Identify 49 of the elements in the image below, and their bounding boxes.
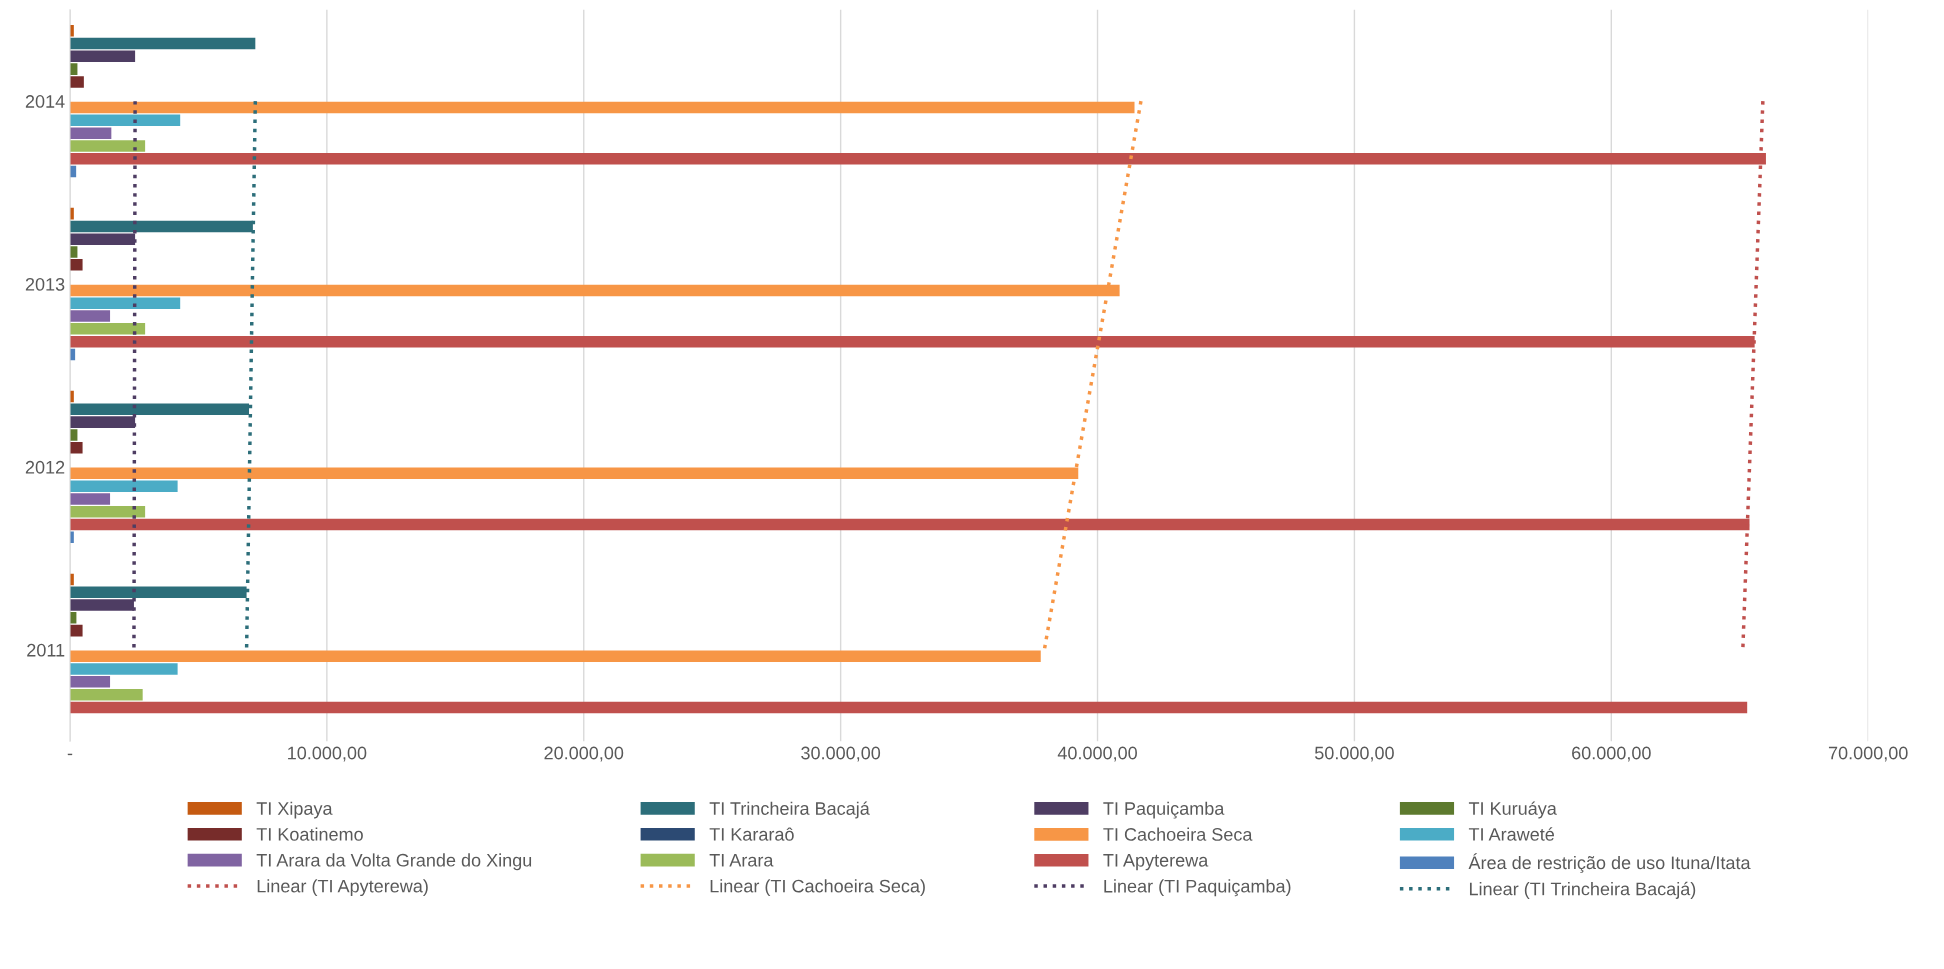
legend-label: TI Arara da Volta Grande do Xingu xyxy=(256,853,532,871)
y-tick-label: 2011 xyxy=(27,643,65,657)
bar xyxy=(69,114,181,127)
bar xyxy=(69,505,146,518)
bar xyxy=(69,624,83,637)
bar xyxy=(69,37,256,50)
bar xyxy=(69,310,111,322)
bar xyxy=(69,140,146,152)
x-tick-label: 10.000,00 xyxy=(288,746,367,762)
x-tick-label: - xyxy=(67,753,73,756)
bar xyxy=(69,50,136,63)
legend-label: Linear (TI Apyterewa) xyxy=(257,879,428,897)
bar xyxy=(69,323,146,335)
legend-label: TI Cachoeira Seca xyxy=(1103,827,1253,841)
x-tick-label: 30.000,00 xyxy=(801,746,881,762)
bar xyxy=(69,701,1748,714)
legend-label: TI Arara xyxy=(709,854,774,867)
x-tick-label: 20.000,00 xyxy=(544,746,624,762)
x-tick-label: 50.000,00 xyxy=(1314,746,1394,762)
y-tick-label: 2013 xyxy=(25,277,65,291)
bar xyxy=(69,259,83,271)
x-tick-label: 70.000,00 xyxy=(1828,746,1908,762)
legend-label: Linear (TI Cachoeira Seca) xyxy=(710,879,925,897)
legend-label: TI Araweté xyxy=(1468,827,1555,841)
bar xyxy=(69,297,181,309)
legend-label: TI Xipaya xyxy=(256,801,333,819)
legend-label: TI Paquiçamba xyxy=(1103,801,1225,819)
bar xyxy=(69,76,84,88)
bar xyxy=(69,676,111,688)
x-tick-label: 60.000,00 xyxy=(1572,746,1651,762)
bar xyxy=(69,441,83,454)
bar xyxy=(69,493,111,505)
bar xyxy=(69,480,178,492)
legend-label: Área de restrição de uso Ituna/Itata xyxy=(1468,853,1751,873)
legend-label: TI Koatinemo xyxy=(256,827,363,841)
legend-label: TI Kuruáya xyxy=(1468,801,1557,819)
bar xyxy=(69,650,1041,662)
legend-label: Linear (TI Trincheira Bacajá) xyxy=(1469,881,1696,899)
legend-label: TI Kararaô xyxy=(709,827,794,841)
bar xyxy=(69,101,1135,114)
bar xyxy=(69,688,143,701)
bar xyxy=(69,663,178,675)
legend-label: Linear (TI Paquiçamba) xyxy=(1104,879,1291,897)
legend-label: TI Apyterewa xyxy=(1103,854,1209,871)
bar xyxy=(69,127,112,139)
y-tick-label: 2012 xyxy=(25,460,65,474)
legend-label: TI Trincheira Bacajá xyxy=(709,801,870,819)
y-tick-label: 2014 xyxy=(25,95,65,108)
x-tick-label: 40.000,00 xyxy=(1057,746,1137,762)
